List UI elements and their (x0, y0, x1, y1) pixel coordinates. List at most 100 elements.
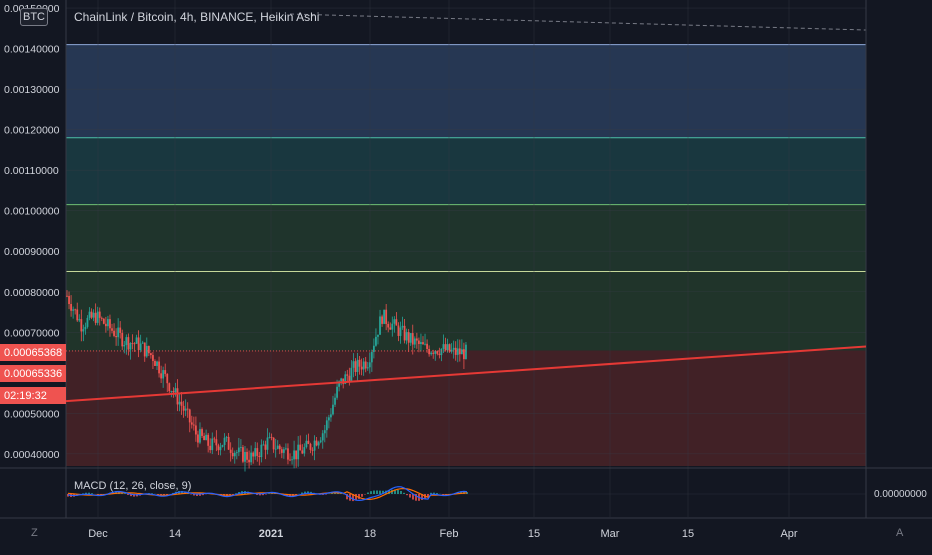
candle-body (443, 344, 445, 349)
candle-body (361, 367, 363, 370)
candle-body (101, 318, 103, 319)
candle-body (363, 361, 365, 369)
candle-body (461, 349, 463, 354)
candle-body (203, 436, 205, 440)
macd-histogram-bar (367, 493, 369, 494)
candle-body (103, 319, 105, 324)
candle-body (389, 327, 391, 329)
candle-body (179, 402, 181, 405)
candle-body (441, 349, 443, 355)
candle-body (125, 337, 127, 345)
candle-body (97, 312, 99, 323)
candle-body (263, 445, 265, 446)
candle-body (156, 362, 158, 366)
auto-scale-button[interactable]: A (896, 527, 903, 539)
price-tick-label: 0.00120000 (4, 125, 60, 137)
candle-body (455, 348, 457, 355)
time-tick-label: 15 (528, 528, 540, 540)
candle-body (334, 398, 336, 405)
candle-body (330, 414, 332, 417)
candle-body (410, 333, 412, 343)
candle-body (85, 327, 87, 329)
candle-body (136, 337, 138, 343)
candle-body (320, 440, 322, 442)
candle-body (295, 451, 297, 460)
candle-body (76, 309, 78, 320)
candle-body (172, 391, 174, 392)
candle-body (215, 439, 217, 445)
candle-body (185, 409, 187, 411)
candle-body (70, 304, 72, 311)
candle-body (303, 447, 305, 453)
candle-body (265, 445, 267, 450)
time-tick-label: 2021 (259, 528, 283, 540)
candle-body (211, 439, 213, 451)
zoom-button[interactable]: Z (31, 527, 38, 539)
macd-histogram-bar (403, 493, 405, 494)
macd-histogram-bar (397, 490, 399, 494)
candle-body (379, 316, 381, 334)
candle-body (224, 438, 226, 445)
candle-body (127, 337, 129, 349)
candle-body (414, 338, 416, 344)
candle-body (375, 337, 377, 346)
candle-body (187, 409, 189, 410)
macd-value: 0.00000000 (874, 489, 927, 500)
time-tick-label: Feb (440, 528, 459, 540)
candle-body (285, 448, 287, 449)
candle-body (234, 453, 236, 456)
candle-body (130, 343, 132, 349)
candle-body (213, 439, 215, 440)
candle-body (248, 460, 250, 462)
candle-body (152, 355, 154, 361)
candle-body (107, 319, 109, 326)
candle-body (121, 333, 123, 346)
candle-body (158, 362, 160, 374)
candle-body (393, 319, 395, 324)
candle-body (398, 326, 400, 336)
time-tick-label: Dec (88, 528, 108, 540)
candle-body (291, 459, 293, 460)
candle-body (400, 328, 402, 336)
candle-body (238, 448, 240, 453)
macd-label[interactable]: MACD (12, 26, close, 9) (74, 480, 191, 492)
candle-body (275, 449, 277, 450)
candle-body (162, 370, 164, 378)
candle-body (82, 329, 84, 331)
fib-zone (66, 138, 866, 205)
candle-body (453, 348, 455, 350)
macd-histogram-bar (436, 493, 438, 494)
candle-body (293, 451, 295, 460)
candle-body (314, 441, 316, 451)
candle-body (74, 309, 76, 310)
candle-body (267, 438, 269, 450)
symbol-badge[interactable]: BTC (20, 8, 48, 26)
candle-body (254, 448, 256, 456)
candle-body (195, 425, 197, 434)
candle-body (189, 409, 191, 422)
candle-body (365, 361, 367, 368)
candle-body (432, 353, 434, 354)
candle-body (72, 309, 74, 310)
candle-body (258, 456, 260, 457)
candle-body (170, 391, 172, 392)
macd-histogram-bar (370, 491, 372, 494)
candle-body (99, 312, 101, 318)
candle-body (428, 349, 430, 354)
candle-body (119, 328, 121, 333)
candle-body (281, 449, 283, 453)
last-price-tag: 0.00065368 (0, 344, 66, 361)
candle-body (148, 346, 150, 353)
candle-body (430, 353, 432, 355)
candle-body (457, 348, 459, 354)
candle-body (445, 344, 447, 350)
macd-histogram-bar (376, 490, 378, 494)
candle-body (373, 346, 375, 352)
candle-body (416, 338, 418, 340)
chart-title: ChainLink / Bitcoin, 4h, BINANCE, Heikin… (74, 10, 319, 24)
candle-body (115, 336, 117, 337)
macd-histogram-bar (91, 493, 93, 494)
candle-body (418, 341, 420, 344)
